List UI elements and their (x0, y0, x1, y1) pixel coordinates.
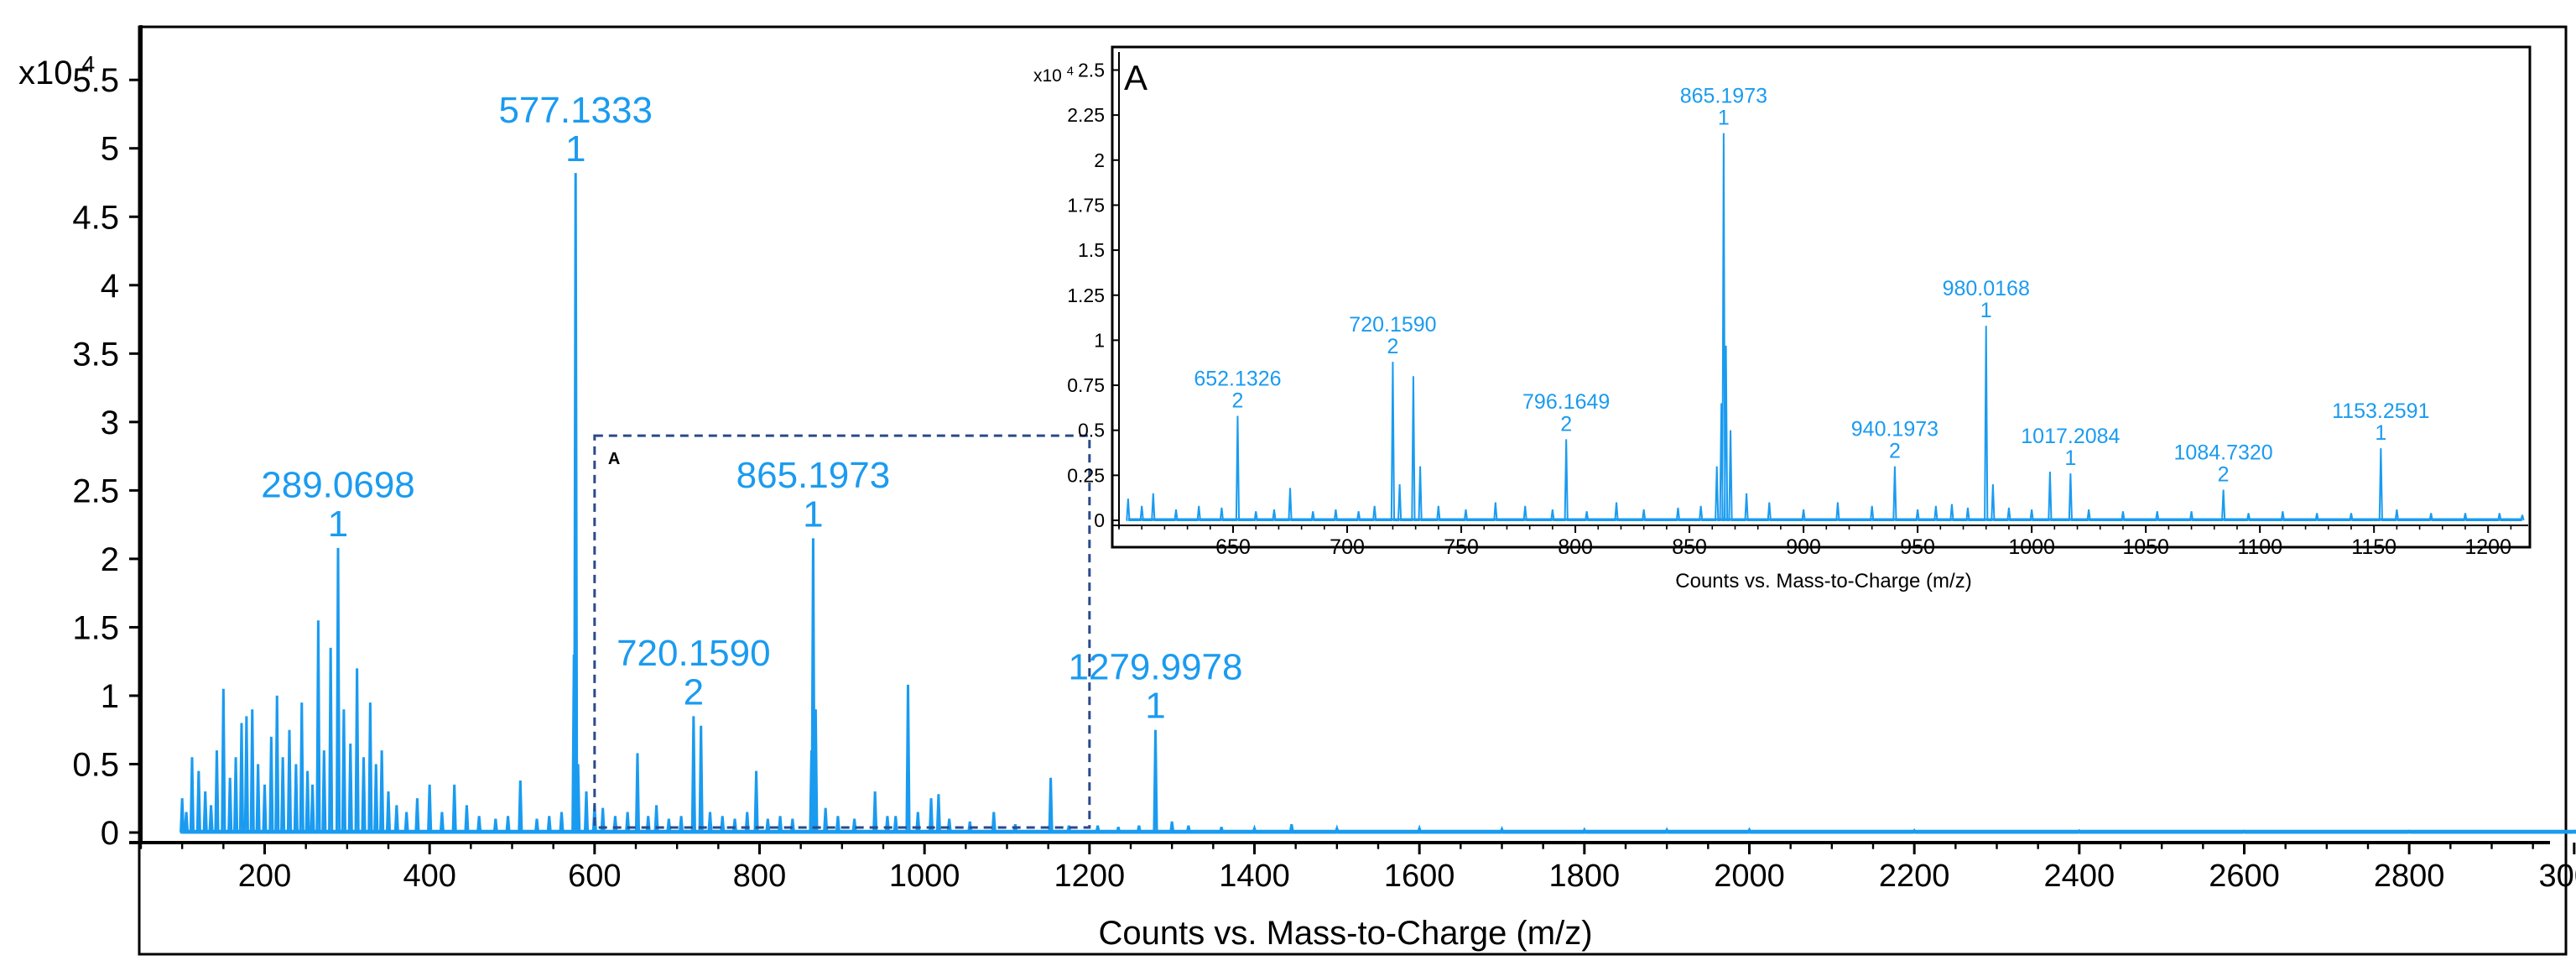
inset-x-tick-label: 750 (1444, 535, 1479, 559)
main-y-tick-label: 4.5 (72, 199, 119, 236)
main-y-tick-label: 3.5 (72, 336, 119, 373)
main-peak-label-charge: 1 (803, 493, 823, 535)
main-peak-label-mz: 577.1333 (498, 90, 653, 131)
main-y-tick-label: 5 (101, 131, 119, 168)
main-x-tick-label: 2000 (1714, 859, 1785, 894)
main-x-tick-label: 1000 (889, 859, 960, 894)
main-y-tick-label: 0 (101, 815, 119, 852)
main-y-tick-label: 2.5 (72, 472, 119, 509)
main-multiplier-base: x10 (18, 55, 82, 91)
inset-x-tick-label: 700 (1330, 535, 1365, 559)
inset-peak-label-mz: 1084.7320 (2174, 441, 2273, 464)
inset-y-tick-label: 0.75 (1067, 374, 1105, 396)
main-peak-label-charge: 1 (565, 128, 585, 170)
inset-y-tick-label: 1.25 (1067, 285, 1105, 306)
inset-multiplier-exponent: 4 (1067, 65, 1074, 79)
inset-y-tick-label: 2.25 (1067, 104, 1105, 126)
inset-panel-title: A (1124, 58, 1147, 97)
inset-y-tick-label: 2 (1094, 149, 1105, 171)
inset-y-tick-label: 1.75 (1067, 194, 1105, 216)
main-y-tick-label: 5.5 (72, 62, 119, 99)
main-x-tick-label: 2600 (2209, 859, 2280, 894)
inset-y-tick-label: 0.25 (1067, 464, 1105, 486)
main-x-tick-label: 800 (733, 859, 786, 894)
inset-x-tick-label: 850 (1672, 535, 1707, 559)
inset-peak-label-charge: 2 (1560, 412, 1572, 436)
inset-y-tick-label: 0 (1094, 509, 1105, 531)
main-peak-label-charge: 1 (328, 504, 348, 545)
main-x-tick-label: 400 (403, 859, 455, 894)
inset-y-tick-label: 1.5 (1078, 239, 1105, 261)
main-zoom-region-box (593, 434, 1091, 829)
main-peak-label-mz: 720.1590 (617, 633, 771, 674)
main-peak-label-mz: 865.1973 (736, 455, 891, 496)
main-peak-label-charge: 1 (1145, 686, 1165, 727)
inset-y-tick-label: 2.5 (1078, 60, 1105, 81)
inset-peak-label-charge: 2 (1387, 335, 1398, 358)
main-x-tick-label: 2200 (1879, 859, 1950, 894)
inset-peak-label-mz: 940.1973 (1851, 417, 1939, 441)
inset-x-tick-label: 1050 (2122, 535, 2169, 559)
inset-peak-label-charge: 2 (2218, 463, 2230, 487)
main-x-tick-label: 1600 (1384, 859, 1455, 894)
inset-peak-label-mz: 865.1973 (1680, 84, 1767, 107)
main-y-tick-label: 4 (101, 268, 119, 305)
inset-x-axis-title: Counts vs. Mass-to-Charge (m/z) (1675, 570, 1971, 593)
inset-peak-label-charge: 1 (1980, 299, 1992, 322)
main-zoom-region-label: A (608, 450, 620, 468)
main-peak-label-charge: 2 (684, 671, 704, 713)
inset-peak-label-mz: 1153.2591 (2332, 399, 2429, 423)
inset-x-tick-label: 800 (1558, 535, 1593, 559)
main-x-tick-label: 2800 (2374, 859, 2445, 894)
inset-plot-frame (1111, 45, 2532, 549)
inset-peak-label-mz: 796.1649 (1522, 390, 1610, 414)
inset-peak-label-mz: 1017.2084 (2021, 425, 2120, 448)
main-multiplier-exponent: 4 (82, 51, 96, 77)
inset-y-tick-label: 1 (1094, 329, 1105, 351)
main-x-tick-label: 2400 (2044, 859, 2115, 894)
main-x-tick-label: 1400 (1219, 859, 1290, 894)
main-y-multiplier: x10 4 (18, 51, 95, 91)
inset-y-multiplier: x10 4 (1033, 65, 1074, 86)
inset-x-tick-label: 650 (1215, 535, 1251, 559)
inset-peak-label-charge: 2 (1889, 440, 1901, 463)
inset-peak-label-mz: 720.1590 (1349, 313, 1436, 337)
inset-x-tick-label: 900 (1786, 535, 1821, 559)
inset-peak-label-mz: 652.1326 (1194, 367, 1281, 390)
main-y-tick-label: 1.5 (72, 609, 119, 646)
main-peak-label-mz: 289.0698 (261, 465, 415, 506)
inset-x-tick-label: 950 (1900, 535, 1935, 559)
inset-peak-label-charge: 1 (2064, 446, 2076, 470)
inset-multiplier-base: x10 (1033, 66, 1067, 86)
inset-x-tick-label: 1100 (2237, 535, 2282, 559)
main-y-tick-label: 2 (101, 541, 119, 578)
main-x-tick-label: 1800 (1549, 859, 1621, 894)
inset-y-tick-label: 0.5 (1078, 420, 1105, 441)
main-x-tick-label: 3000 (2539, 859, 2576, 894)
main-y-tick-label: 3 (101, 405, 119, 441)
main-x-tick-label: 600 (568, 859, 621, 894)
inset-x-tick-label: 1000 (2008, 535, 2055, 559)
inset-peak-label-charge: 1 (1718, 107, 1730, 130)
main-peak-label-mz: 1279.9978 (1069, 647, 1243, 688)
main-x-axis-title: Counts vs. Mass-to-Charge (m/z) (1098, 915, 1592, 952)
main-y-tick-label: 0.5 (72, 746, 119, 783)
inset-peak-label-charge: 2 (1232, 389, 1244, 413)
main-x-tick-label: 200 (238, 859, 291, 894)
inset-peak-label-mz: 980.0168 (1943, 277, 2030, 300)
main-x-tick-label: 1200 (1054, 859, 1126, 894)
inset-x-tick-label: 1200 (2464, 535, 2511, 559)
inset-x-tick-label: 1150 (2351, 535, 2396, 559)
main-y-tick-label: 1 (101, 678, 119, 715)
inset-peak-label-charge: 1 (2375, 421, 2386, 445)
inset-spectrum-chart: 0 0.25 0.5 0.75 1 1.25 1.5 1.75 2 2.25 2.5 650 700 75… (1033, 45, 2532, 593)
